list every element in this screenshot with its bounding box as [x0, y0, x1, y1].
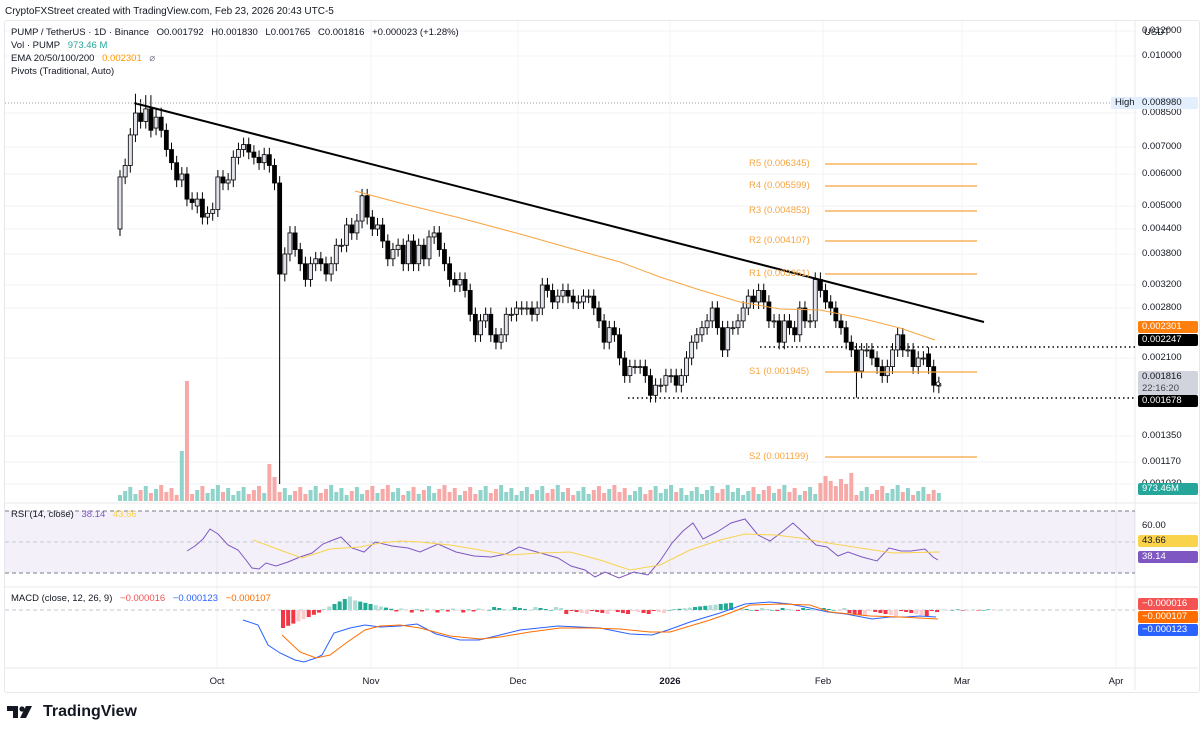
price-tick: 0.003200 [1142, 279, 1182, 290]
price-tick: 0.007000 [1142, 141, 1182, 152]
rsi-tick: 60.00 [1142, 520, 1166, 531]
time-tick-mar: Mar [953, 676, 971, 687]
volume-bars [118, 381, 941, 501]
pivots-label: Pivots (Traditional, Auto) [11, 66, 115, 77]
tradingview-logo-icon [7, 706, 32, 718]
currency-label[interactable]: USDT [1138, 25, 1199, 41]
descending-trendline [133, 102, 985, 323]
pivot-label-r5: R5 (0.006345) [749, 158, 810, 169]
time-tick-dec: Dec [509, 676, 527, 687]
macd-line-tag: −0.000123 [1138, 624, 1198, 636]
brand-name: TradingView [43, 703, 137, 720]
price-tick: 0.012000 [1142, 25, 1182, 36]
volume-legend[interactable]: Vol · PUMP 973.46 M [11, 40, 112, 51]
rsi-line [186, 518, 939, 579]
symbol-legend[interactable]: PUMP / TetherUS · 1D · Binance O0.001792… [11, 27, 464, 38]
candles [117, 93, 942, 484]
last-price-tag: 0.001816 22:16:20 [1138, 371, 1198, 395]
rsi-legend[interactable]: RSI (14, close) 38.14 43.66 [11, 509, 142, 520]
symbol-name: PUMP / TetherUS · 1D · Binance [11, 27, 149, 38]
pivot-label-r2: R2 (0.004107) [749, 235, 810, 246]
macd-hist-tag: −0.000016 [1138, 598, 1198, 610]
time-tick-nov: Nov [362, 676, 380, 687]
ema-tag: 0.002301 [1138, 321, 1198, 333]
high-value-tag: 0.008980 [1138, 97, 1198, 109]
price-tick: 0.002800 [1142, 302, 1182, 313]
macd-signal-value: −0.000107 [225, 593, 271, 604]
pivot-label-r1: R1 (0.003361) [749, 268, 810, 279]
rsi-ma-value: 43.66 [112, 509, 137, 520]
chart-frame [4, 20, 1200, 693]
rsi-value: 38.14 [81, 509, 106, 520]
macd-line-value: −0.000123 [172, 593, 218, 604]
ema-label: EMA 20/50/100/200 [11, 53, 95, 64]
volume-tag: 973.46M [1138, 483, 1198, 495]
pivots-legend[interactable]: Pivots (Traditional, Auto) [11, 66, 119, 77]
rsi-ma-line [252, 533, 941, 571]
macd-signal-line [281, 603, 939, 659]
price-tick: 0.004400 [1142, 223, 1182, 234]
macd-label: MACD (close, 12, 26, 9) [11, 593, 113, 604]
macd-signal-tag: −0.000107 [1138, 611, 1198, 623]
price-tick: 0.008500 [1142, 107, 1182, 118]
price-tick: 0.003800 [1142, 248, 1182, 259]
macd-legend[interactable]: MACD (close, 12, 26, 9) −0.000016 −0.000… [11, 593, 276, 604]
tradingview-logo: TradingView [7, 703, 137, 721]
price-tick: 0.010000 [1142, 50, 1182, 61]
resistance-tag: 0.002247 [1138, 334, 1198, 346]
time-tick-apr: Apr [1108, 676, 1124, 687]
price-tick: 0.001170 [1142, 456, 1181, 467]
ema-value: 0.002301 [102, 53, 142, 64]
support-tag: 0.001678 [1138, 395, 1198, 407]
ohlc-open: O0.001792 [156, 27, 204, 38]
rsi-tag: 38.14 [1138, 551, 1198, 563]
pivot-label-r4: R4 (0.005599) [749, 180, 810, 191]
time-tick-oct: Oct [209, 676, 225, 687]
price-tick: 0.002100 [1142, 352, 1182, 363]
pivot-label-r3: R3 (0.004853) [749, 205, 810, 216]
eye-off-icon[interactable]: ⌀ [149, 53, 156, 64]
high-marker-label: High [1111, 97, 1139, 109]
ohlc-low: L0.001765 [265, 27, 311, 38]
pivot-label-s1: S1 (0.001945) [749, 366, 810, 377]
ema-line [354, 190, 936, 341]
volume-value: 973.46 M [67, 40, 108, 51]
rsi-ma-tag: 43.66 [1138, 535, 1198, 547]
pivot-label-s2: S2 (0.001199) [749, 451, 809, 462]
last-price-dot [935, 381, 941, 386]
ohlc-change: +0.000023 (+1.28%) [372, 27, 459, 38]
time-tick-2026: 2026 [659, 676, 681, 687]
price-tick: 0.006000 [1142, 168, 1182, 179]
price-tick: 0.001350 [1142, 430, 1182, 441]
ohlc-high: H0.001830 [211, 27, 258, 38]
rsi-label: RSI (14, close) [11, 509, 74, 520]
time-tick-feb: Feb [814, 676, 832, 687]
attribution-text: CryptoFXStreet created with TradingView.… [5, 6, 334, 17]
ema-legend[interactable]: EMA 20/50/100/200 0.002301 ⌀ [11, 53, 160, 64]
ohlc-close: C0.001816 [317, 27, 365, 38]
price-tick: 0.005000 [1142, 200, 1182, 211]
macd-hist-value: −0.000016 [120, 593, 166, 604]
macd-line [242, 601, 937, 663]
volume-label: Vol · PUMP [11, 40, 61, 51]
macd-histogram [281, 596, 1001, 628]
